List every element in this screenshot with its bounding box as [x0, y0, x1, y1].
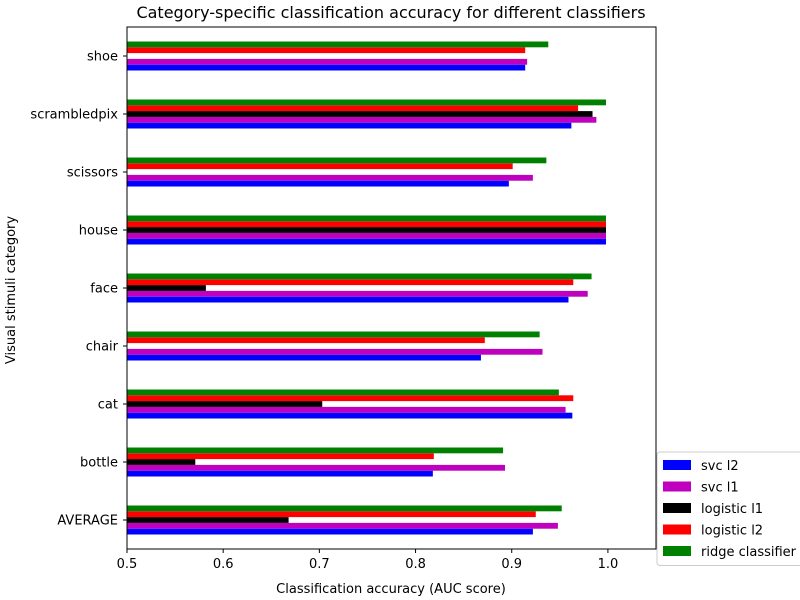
y-tick-label-AVERAGE: AVERAGE	[57, 514, 118, 529]
legend-label-logistic-l1: logistic l1	[701, 502, 763, 517]
bar-logistic-l1-face	[127, 285, 206, 291]
y-tick-label-shoe: shoe	[87, 50, 118, 65]
bar-logistic-l1-house	[127, 227, 606, 233]
bar-svc-l2-shoe	[127, 64, 526, 71]
x-tick-label: 1.0	[598, 557, 619, 572]
legend-label-logistic-l2: logistic l2	[701, 524, 763, 539]
bar-logistic-l2-scissors	[127, 163, 513, 170]
legend-swatch-logistic-l2	[663, 524, 691, 535]
chart-title: Category-specific classification accurac…	[136, 3, 645, 22]
x-tick-label: 0.6	[213, 557, 234, 572]
bar-svc-l2-house	[127, 238, 606, 245]
y-tick-label-scissors: scissors	[67, 166, 118, 181]
bar-svc-l1-shoe	[127, 58, 528, 65]
x-axis-title: Classification accuracy (AUC score)	[276, 582, 506, 597]
legend-swatch-logistic-l1	[663, 503, 691, 513]
bar-ridge-classifier-AVERAGE	[127, 505, 562, 512]
bar-svc-l1-cat	[127, 406, 566, 413]
legend-box	[656, 451, 800, 566]
legend-label-svc-l2: svc l2	[701, 459, 739, 474]
bar-svc-l1-AVERAGE	[127, 522, 558, 529]
bar-logistic-l2-scrambledpix	[127, 105, 579, 112]
y-axis-title: Visual stimuli category	[4, 216, 19, 364]
bar-svc-l1-scrambledpix	[127, 116, 597, 123]
x-tick-label: 0.9	[501, 557, 522, 572]
x-tick-label: 0.5	[117, 557, 138, 572]
legend-swatch-svc-l1	[663, 481, 691, 492]
bar-svc-l1-house	[127, 232, 606, 239]
bar-logistic-l1-AVERAGE	[127, 517, 289, 523]
bar-svc-l2-scrambledpix	[127, 122, 572, 129]
bar-svc-l1-face	[127, 290, 588, 297]
bar-logistic-l1-bottle	[127, 459, 196, 465]
bar-logistic-l2-chair	[127, 337, 485, 344]
bar-logistic-l2-house	[127, 221, 606, 228]
bar-logistic-l2-cat	[127, 395, 574, 402]
y-tick-label-face: face	[90, 282, 118, 297]
legend-label-ridge-classifier: ridge classifier	[701, 545, 797, 560]
bar-ridge-classifier-shoe	[127, 41, 549, 48]
bar-svc-l2-cat	[127, 412, 573, 419]
bar-logistic-l2-face	[127, 279, 574, 286]
y-tick-label-house: house	[79, 224, 118, 239]
bar-logistic-l2-shoe	[127, 47, 526, 54]
bar-ridge-classifier-scissors	[127, 157, 547, 164]
bar-ridge-classifier-chair	[127, 331, 540, 338]
bar-logistic-l2-AVERAGE	[127, 511, 536, 518]
x-tick-label: 0.8	[405, 557, 426, 572]
legend-swatch-svc-l2	[663, 460, 691, 470]
x-tick-label: 0.7	[309, 557, 330, 572]
bar-ridge-classifier-face	[127, 273, 592, 280]
y-tick-label-bottle: bottle	[80, 456, 118, 471]
legend: svc l2 svc l1 logistic l1 logistic l2 ridge …	[656, 451, 800, 566]
bar-ridge-classifier-bottle	[127, 447, 504, 454]
bar-svc-l2-scissors	[127, 180, 509, 187]
bar-svc-l1-bottle	[127, 464, 505, 471]
bar-svc-l2-chair	[127, 354, 481, 361]
bar-svc-l2-bottle	[127, 470, 433, 477]
bar-svc-l2-AVERAGE	[127, 528, 533, 535]
bar-svc-l1-scissors	[127, 174, 533, 181]
y-tick-label-chair: chair	[86, 340, 119, 355]
bar-svc-l2-face	[127, 296, 569, 303]
bar-logistic-l2-bottle	[127, 453, 434, 460]
bar-ridge-classifier-scrambledpix	[127, 99, 606, 106]
plot-area: 0.5 0.6 0.7 0.8 0.9 1.0 AVERAGE bottle cat chair f…	[30, 26, 657, 572]
legend-label-svc-l1: svc l1	[701, 481, 739, 496]
bar-ridge-classifier-house	[127, 215, 606, 222]
bar-svc-l1-chair	[127, 348, 543, 355]
y-tick-label-cat: cat	[98, 398, 118, 413]
legend-swatch-ridge-classifier	[663, 546, 691, 556]
bar-logistic-l1-cat	[127, 401, 323, 407]
bar-logistic-l1-scrambledpix	[127, 111, 593, 117]
y-tick-label-scrambledpix: scrambledpix	[30, 108, 118, 123]
bar-ridge-classifier-cat	[127, 389, 559, 396]
